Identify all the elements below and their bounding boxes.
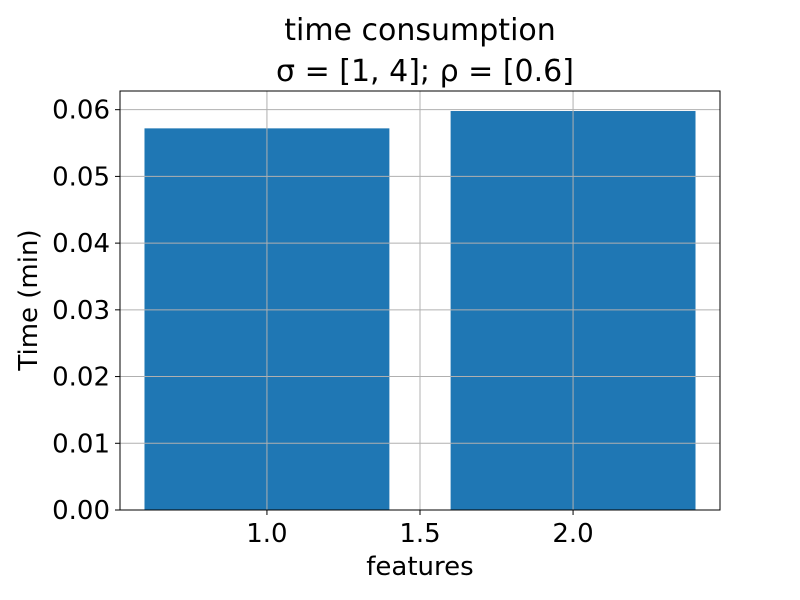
axis-ticks: 1.0 1.5 2.0 0.00 0.01 0.02 0.03 0.04 0.05 0.06 <box>52 96 594 549</box>
x-tick-label-1: 1.0 <box>246 519 287 549</box>
y-tick-label-2: 0.01 <box>52 429 110 459</box>
x-axis-label: features <box>366 552 473 582</box>
chart-title-line2: σ = [1, 4]; ρ = [0.6] <box>276 54 574 89</box>
chart-title-line1: time consumption <box>284 13 556 48</box>
y-tick-label-4: 0.03 <box>52 296 110 326</box>
y-tick-label-6: 0.05 <box>52 162 110 192</box>
x-tick-label-2: 1.5 <box>399 519 440 549</box>
y-tick-label-1: 0.00 <box>52 496 110 526</box>
y-tick-label-3: 0.02 <box>52 363 110 393</box>
y-tick-label-5: 0.04 <box>52 229 110 259</box>
x-tick-label-3: 2.0 <box>552 519 593 549</box>
y-tick-label-7: 0.06 <box>52 96 110 126</box>
y-axis-label: Time (min) <box>14 229 44 371</box>
